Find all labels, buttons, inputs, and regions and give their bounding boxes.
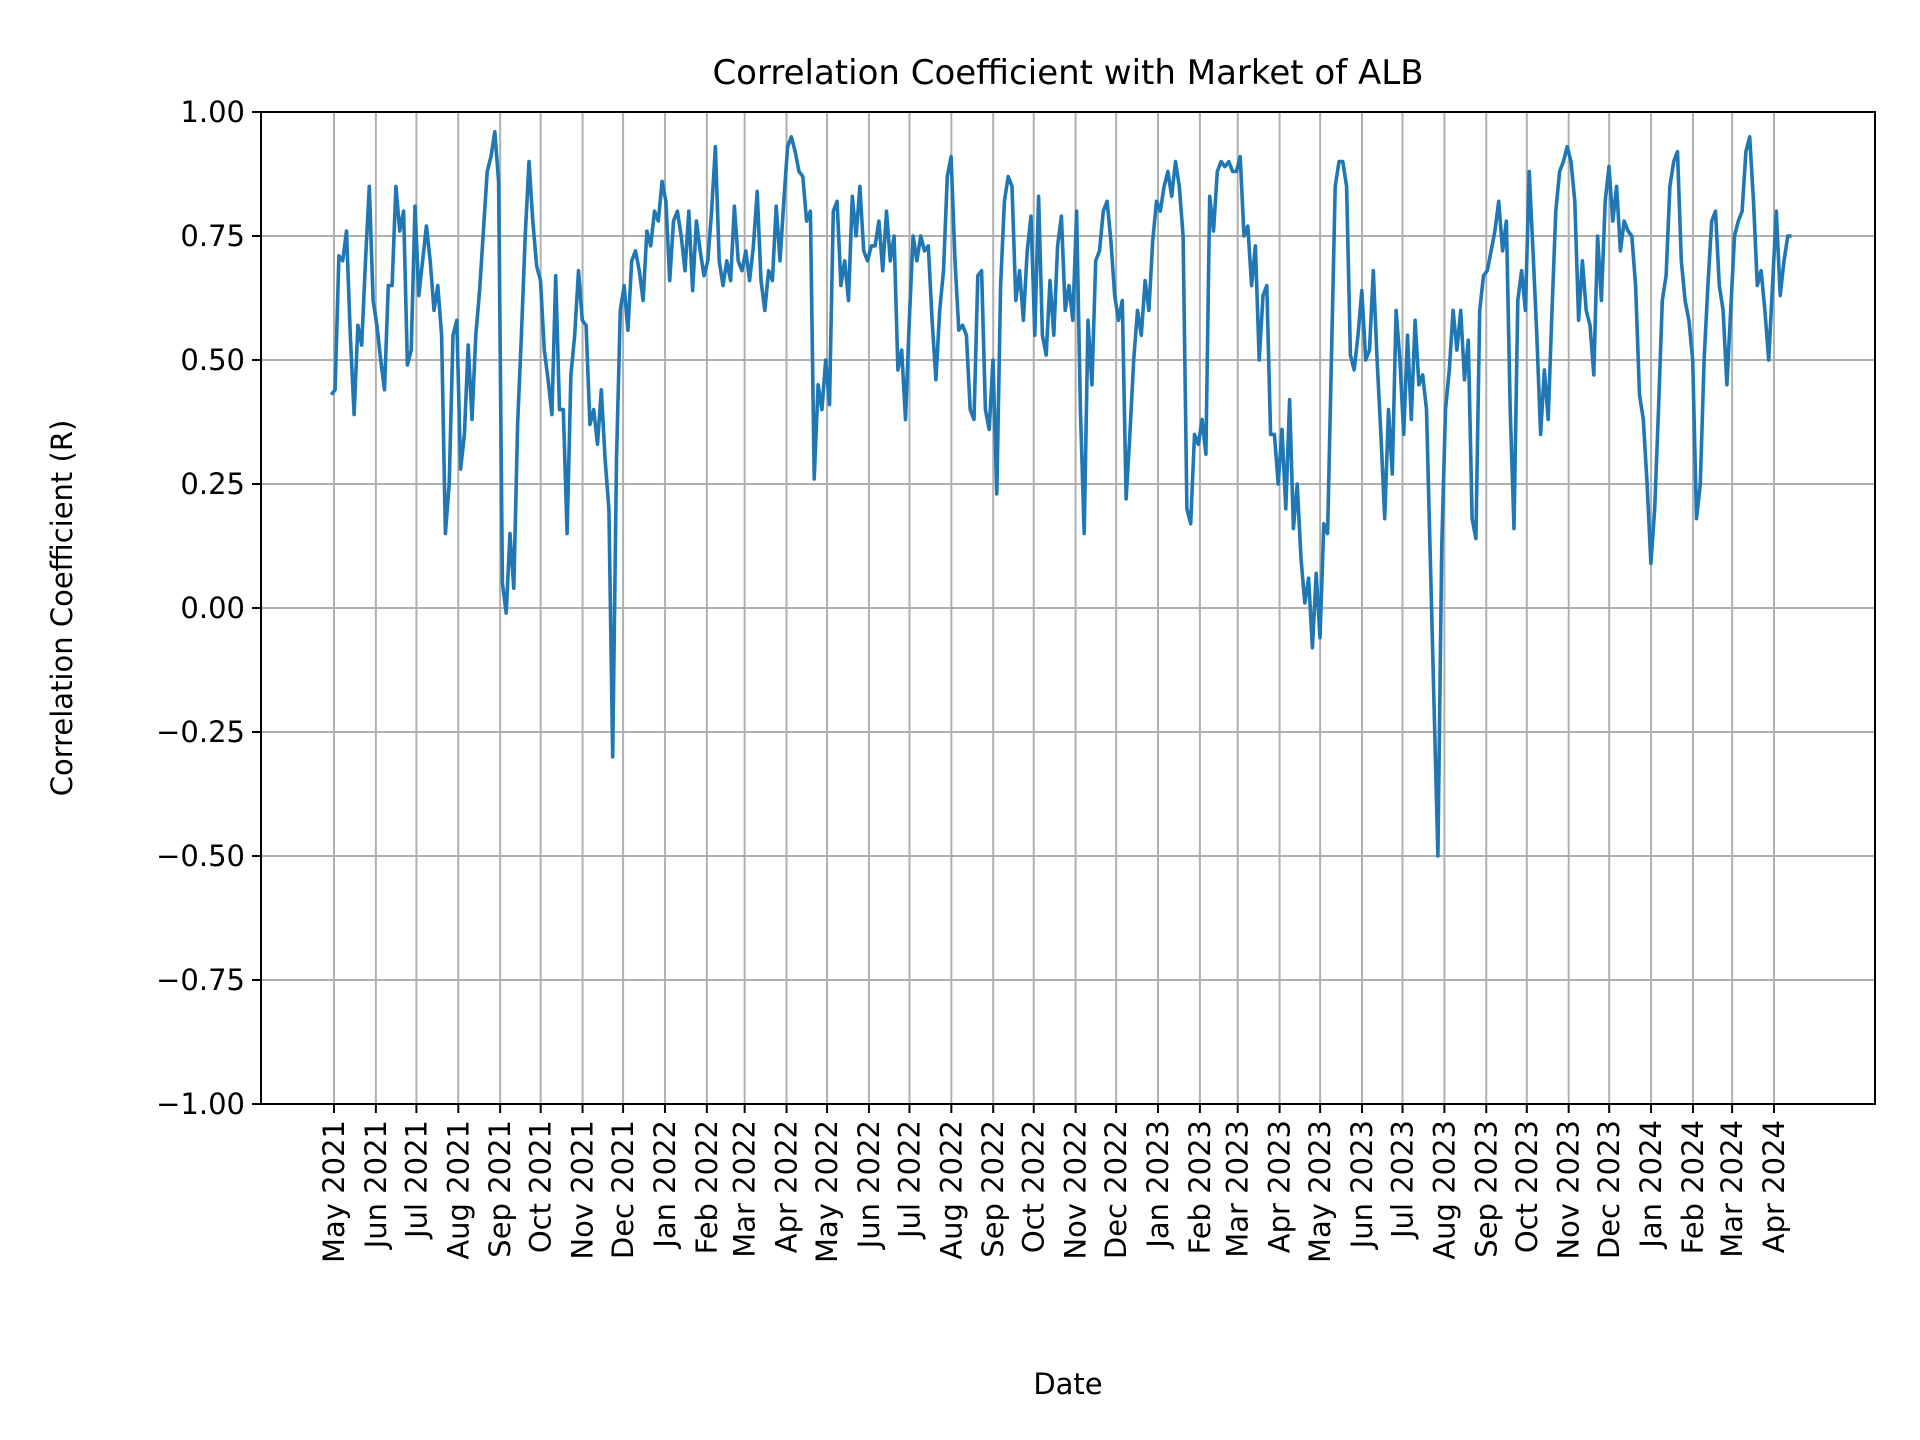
correlation-line bbox=[329, 130, 1792, 858]
x-tick-label: Aug 2023 bbox=[1427, 1120, 1461, 1260]
series bbox=[329, 130, 1792, 858]
x-tick-label: Dec 2021 bbox=[606, 1120, 640, 1259]
x-tick-label: Dec 2022 bbox=[1099, 1120, 1133, 1259]
x-tick-label: Jul 2023 bbox=[1386, 1120, 1420, 1240]
x-tick-label: Mar 2022 bbox=[728, 1120, 762, 1258]
x-tick-label: Apr 2023 bbox=[1263, 1120, 1297, 1253]
x-tick-label: Jan 2023 bbox=[1141, 1120, 1175, 1250]
y-axis: −1.00 −0.75 −0.50 −0.25 0.00 0.25 0.50 0.75 1.00 bbox=[156, 95, 261, 1121]
x-tick-label: Feb 2024 bbox=[1676, 1120, 1710, 1254]
x-tick-label: Oct 2023 bbox=[1510, 1120, 1544, 1253]
x-tick-label: Jun 2022 bbox=[852, 1120, 886, 1250]
x-tick-label: Jun 2023 bbox=[1345, 1120, 1379, 1250]
y-tick-label: −0.25 bbox=[156, 715, 245, 749]
y-tick-label: 1.00 bbox=[180, 95, 245, 129]
x-tick-label: May 2021 bbox=[317, 1120, 351, 1263]
x-tick-label: Jun 2021 bbox=[359, 1120, 393, 1250]
x-tick-label: Sep 2022 bbox=[976, 1120, 1010, 1258]
x-tick-label: Jul 2022 bbox=[892, 1120, 926, 1240]
x-tick-label: May 2022 bbox=[810, 1120, 844, 1263]
x-tick-label: Mar 2023 bbox=[1221, 1120, 1255, 1258]
x-tick-label: Aug 2021 bbox=[441, 1120, 475, 1260]
x-tick-label: Nov 2023 bbox=[1552, 1120, 1586, 1260]
x-axis-label: Date bbox=[1033, 1367, 1102, 1401]
y-tick-label: 0.75 bbox=[180, 219, 245, 253]
x-tick-label: Dec 2023 bbox=[1592, 1120, 1626, 1259]
x-tick-label: May 2023 bbox=[1303, 1120, 1337, 1263]
x-axis: May 2021 Jun 2021 Jul 2021 Aug 2021 Sep 2021… bbox=[317, 1104, 1791, 1263]
y-tick-label: −1.00 bbox=[156, 1087, 245, 1121]
x-tick-label: Aug 2022 bbox=[934, 1120, 968, 1260]
y-tick-label: 0.00 bbox=[180, 591, 245, 625]
x-tick-label: Sep 2023 bbox=[1469, 1120, 1503, 1258]
y-axis-label: Correlation Coefficient (R) bbox=[45, 420, 79, 797]
x-tick-label: Mar 2024 bbox=[1715, 1120, 1749, 1258]
x-tick-label: Jul 2021 bbox=[399, 1120, 433, 1240]
y-tick-label: 0.50 bbox=[180, 343, 245, 377]
x-tick-label: Sep 2021 bbox=[483, 1120, 517, 1258]
chart-title: Correlation Coefficient with Market of A… bbox=[712, 53, 1423, 93]
y-tick-label: −0.75 bbox=[156, 963, 245, 997]
x-tick-label: Feb 2023 bbox=[1183, 1120, 1217, 1254]
x-tick-label: Oct 2022 bbox=[1017, 1120, 1051, 1253]
y-tick-label: −0.50 bbox=[156, 839, 245, 873]
x-tick-label: Feb 2022 bbox=[690, 1120, 724, 1254]
x-tick-label: Jan 2022 bbox=[648, 1120, 682, 1250]
x-tick-label: Apr 2022 bbox=[770, 1120, 804, 1253]
x-tick-label: Nov 2022 bbox=[1059, 1120, 1093, 1260]
y-tick-label: 0.25 bbox=[180, 467, 245, 501]
x-tick-label: Nov 2021 bbox=[566, 1120, 600, 1260]
x-tick-label: Apr 2024 bbox=[1757, 1120, 1791, 1253]
x-tick-label: Oct 2021 bbox=[524, 1120, 558, 1253]
x-tick-label: Jan 2024 bbox=[1634, 1120, 1668, 1250]
